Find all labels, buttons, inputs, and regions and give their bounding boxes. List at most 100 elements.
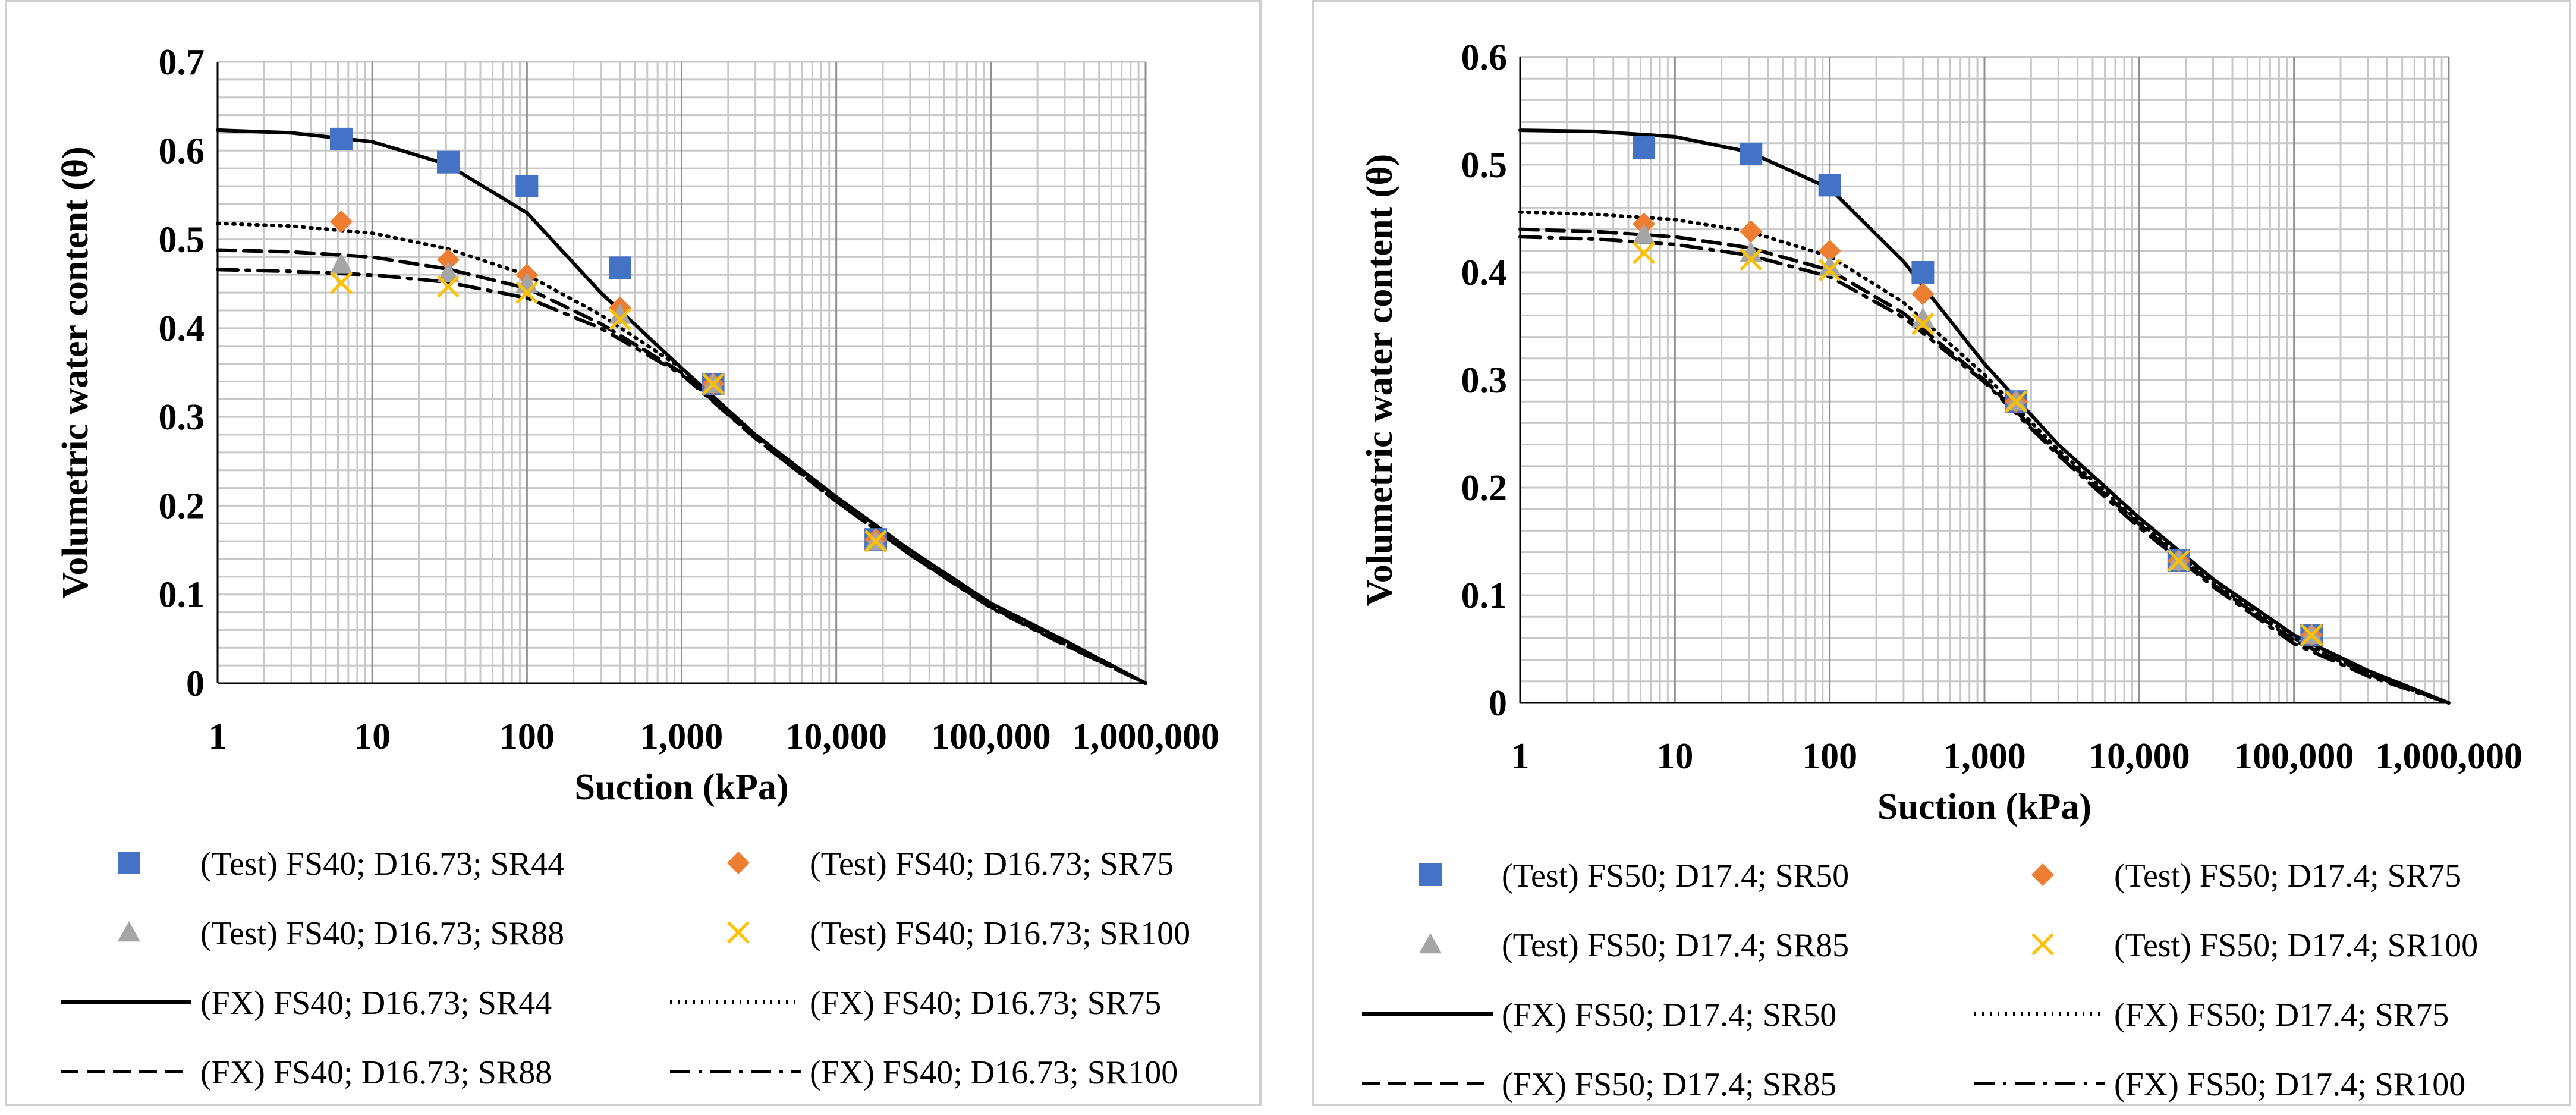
- legend: (Test) FS40; D16.73; SR44 (Test) FS40; D1…: [61, 846, 1190, 1091]
- x-tick-label: 1,000,000: [2375, 736, 2522, 777]
- legend-label: (Test) FS40; D16.73; SR75: [810, 846, 1174, 882]
- data-point-triangle: [1740, 241, 1763, 262]
- legend-symbol: [2031, 863, 2054, 886]
- data-point-x: [2167, 549, 2190, 572]
- data-point-diamond: [329, 210, 353, 233]
- data-point-triangle: [1818, 255, 1841, 277]
- grid: [216, 61, 1147, 684]
- data-point-diamond: [1911, 282, 1935, 306]
- data-point-diamond: [437, 248, 460, 271]
- legend-symbol: [118, 921, 140, 942]
- legend-label: (FX) FS40; D16.73; SR88: [200, 1054, 552, 1091]
- y-tick-label: 0.3: [1461, 360, 1508, 401]
- y-tick-label: 0.6: [1461, 37, 1508, 78]
- data-point-square: [608, 256, 631, 279]
- data-point-square: [1818, 174, 1841, 197]
- legend-symbol: [1419, 863, 1442, 886]
- chart-left: 1 10 100 1,000 10,000 100,000 1,000,000 0 0.1 0.2…: [55, 42, 1219, 1091]
- legend-label: (FX) FS50; D17.4; SR75: [2114, 997, 2449, 1034]
- y-tick-label: 0.4: [1461, 253, 1508, 293]
- y-axis-title: Volumetric water content (θ): [55, 146, 96, 599]
- data-point-x: [864, 530, 887, 553]
- grid: [1519, 56, 2450, 704]
- plot-area: [216, 127, 1147, 685]
- data-point-diamond: [1818, 239, 1841, 262]
- legend-symbol: [2031, 933, 2054, 956]
- y-tick-label: 0: [186, 664, 205, 704]
- legend-symbol: [727, 852, 750, 874]
- data-point-square: [515, 175, 539, 197]
- data-point-triangle: [437, 262, 460, 282]
- plot-area: [1518, 128, 2451, 705]
- x-tick-label: 1,000: [640, 717, 724, 757]
- x-tick-label: 1: [1511, 736, 1530, 777]
- y-tick-label: 0.2: [1461, 468, 1508, 508]
- legend-label: (FX) FS40; D16.73; SR75: [810, 985, 1161, 1022]
- y-tick-label: 0.3: [159, 397, 205, 438]
- data-point-triangle: [1633, 223, 1656, 244]
- legend-label: (FX) FS50; D17.4; SR85: [1502, 1066, 1836, 1103]
- x-tick-label: 100: [1802, 736, 1857, 777]
- data-point-x: [330, 271, 353, 294]
- data-point-x: [702, 373, 725, 395]
- legend: (Test) FS50; D17.4; SR50 (Test) FS50; D17…: [1362, 858, 2478, 1103]
- x-tick-label: 1,000,000: [1072, 717, 1219, 757]
- data-point-x: [437, 275, 460, 298]
- data-point-x: [1740, 248, 1763, 271]
- chart-panel-right: 1 10 100 1,000 10,000 100,000 1,000,000 0 0.1 0.2…: [1312, 0, 2571, 1106]
- chart-panel-left: 1 10 100 1,000 10,000 100,000 1,000,000 0 0.1 0.2…: [5, 0, 1262, 1106]
- y-tick-label: 0.5: [159, 220, 205, 260]
- legend-label: (Test) FS40; D16.73; SR44: [200, 846, 564, 882]
- data-point-triangle: [1911, 307, 1935, 328]
- legend-symbol: [727, 921, 750, 944]
- x-tick-label: 10: [354, 717, 391, 757]
- data-point-square: [329, 127, 353, 150]
- legend-label: (Test) FS50; D17.4; SR75: [2114, 858, 2461, 894]
- x-tick-label: 1,000: [1943, 736, 2026, 777]
- legend-label: (Test) FS50; D17.4; SR100: [2114, 927, 2478, 964]
- x-axis-title: Suction (kPa): [575, 767, 789, 808]
- y-tick-label: 0: [1489, 683, 1507, 724]
- legend-label: (FX) FS50; D17.4; SR100: [2114, 1066, 2465, 1103]
- series-line: [216, 248, 1147, 685]
- legend-symbol: [1419, 933, 1442, 954]
- x-tick-label: 100: [499, 717, 555, 757]
- y-tick-label: 0.7: [159, 42, 205, 83]
- y-tick-label: 0.6: [159, 131, 205, 171]
- data-point-triangle: [608, 303, 631, 324]
- x-tick-label: 10,000: [2089, 736, 2190, 777]
- data-point-diamond: [1740, 220, 1763, 243]
- y-tick-label: 0.4: [159, 309, 205, 349]
- x-tick-label: 10,000: [785, 717, 887, 757]
- legend-label: (FX) FS40; D16.73; SR100: [810, 1054, 1178, 1091]
- y-tick-label: 0.1: [159, 575, 205, 615]
- data-point-x: [1633, 241, 1655, 265]
- data-point-square: [1911, 261, 1935, 284]
- legend-label: (Test) FS50; D17.4; SR50: [1502, 858, 1849, 894]
- x-tick-label: 100,000: [931, 717, 1051, 757]
- series-line: [216, 268, 1147, 685]
- x-tick-label: 10: [1656, 736, 1693, 777]
- y-tick-label: 0.1: [1461, 576, 1508, 616]
- legend-label: (Test) FS50; D17.4; SR85: [1502, 927, 1849, 964]
- series-line: [1518, 235, 2451, 705]
- data-point-square: [437, 150, 460, 174]
- data-point-x: [515, 281, 539, 304]
- chart-right: 1 10 100 1,000 10,000 100,000 1,000,000 0 0.1 0.2…: [1360, 37, 2522, 1103]
- series-line: [1518, 210, 2451, 705]
- data-point-square: [1633, 136, 1656, 159]
- legend-label: (Test) FS40; D16.73; SR100: [810, 915, 1190, 952]
- data-point-x: [609, 308, 631, 331]
- x-tick-label: 100,000: [2234, 736, 2354, 777]
- x-axis-title: Suction (kPa): [1877, 787, 2091, 827]
- y-axis-title: Volumetric water content (θ): [1360, 154, 1400, 607]
- data-point-x: [2300, 624, 2323, 646]
- data-point-x: [1911, 313, 1935, 335]
- legend-label: (FX) FS40; D16.73; SR44: [200, 985, 552, 1022]
- data-point-triangle: [329, 253, 353, 274]
- x-tick-label: 1: [209, 717, 227, 757]
- data-point-x: [2005, 390, 2028, 413]
- legend-symbol: [118, 852, 140, 874]
- y-tick-label: 0.5: [1461, 145, 1508, 186]
- data-point-square: [1740, 142, 1763, 165]
